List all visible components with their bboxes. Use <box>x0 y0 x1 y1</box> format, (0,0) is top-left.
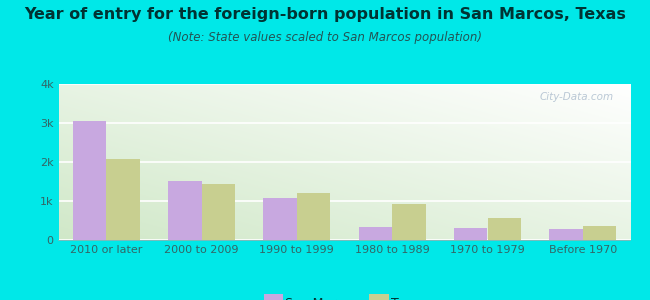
Bar <box>549 230 583 240</box>
Bar <box>392 204 426 240</box>
Bar <box>488 218 521 240</box>
Legend: San Marcos, Texas: San Marcos, Texas <box>259 292 430 300</box>
Bar <box>263 198 297 240</box>
Bar <box>359 227 392 240</box>
Bar <box>73 121 106 240</box>
Bar <box>454 228 488 240</box>
Bar <box>106 159 140 240</box>
Bar <box>202 184 235 240</box>
Bar <box>297 193 330 240</box>
Bar <box>583 226 616 240</box>
Text: (Note: State values scaled to San Marcos population): (Note: State values scaled to San Marcos… <box>168 32 482 44</box>
Text: City-Data.com: City-Data.com <box>540 92 614 102</box>
Bar <box>168 181 202 240</box>
Text: Year of entry for the foreign-born population in San Marcos, Texas: Year of entry for the foreign-born popul… <box>24 8 626 22</box>
